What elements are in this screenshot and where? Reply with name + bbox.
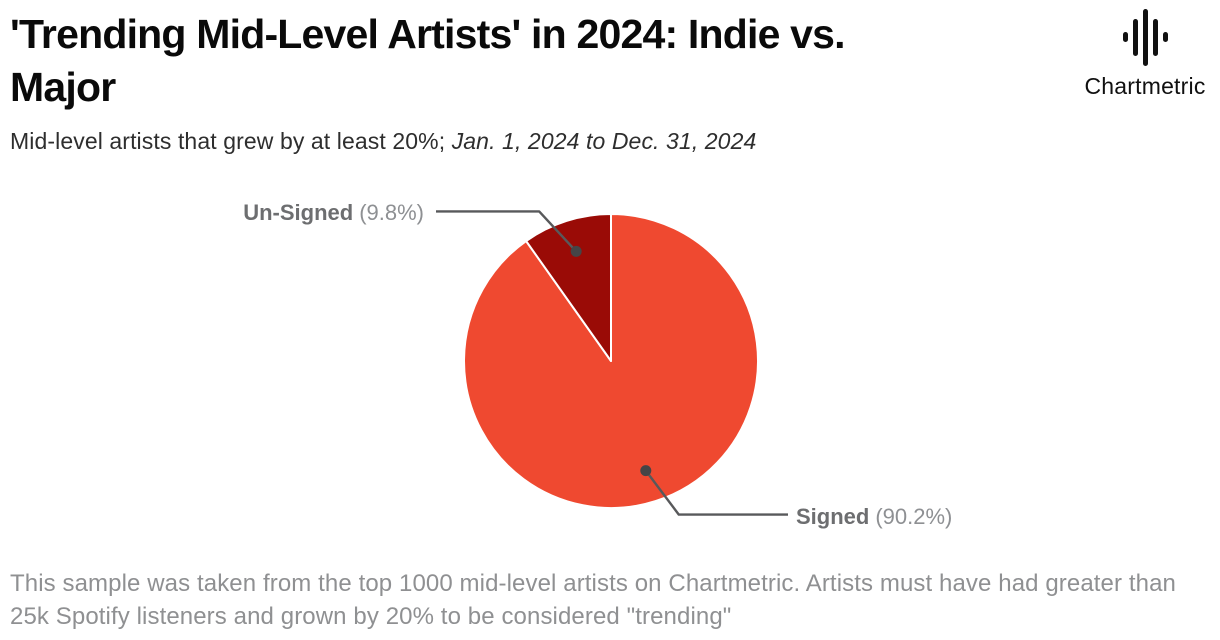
callout-anchor-dot [570,245,582,257]
callout-anchor-dot [640,465,652,477]
unsigned-percentage: (9.8%) [359,200,424,225]
callout-leader-line [644,469,788,516]
subtitle-plain: Mid-level artists that grew by at least … [10,128,452,154]
page-title-line2: Major [10,64,116,110]
unsigned-label: Un-Signed [243,200,354,225]
signed-percentage: (90.2%) [875,504,953,529]
signed-label: Signed [796,504,870,529]
brand-name: Chartmetric [1084,73,1206,99]
waveform-icon [1122,8,1168,66]
subtitle-date-range: Jan. 1, 2024 to Dec. 31, 2024 [451,128,757,154]
unsigned-callout-label: Un-Signed (9.8%) [243,200,424,226]
pie-slice-un-signed[interactable] [525,213,612,362]
page-title: 'Trending Mid-Level Artists' in 2024: In… [10,8,1070,114]
callout-leader-line [436,210,578,253]
chart-subtitle: Mid-level artists that grew by at least … [10,128,756,155]
page-title-line1: 'Trending Mid-Level Artists' in 2024: In… [10,11,846,57]
source-note: This sample was taken from the top 1000 … [10,570,1176,630]
chartmetric-logo: Chartmetric [1078,8,1212,100]
signed-callout-label: Signed (90.2%) [796,504,952,530]
